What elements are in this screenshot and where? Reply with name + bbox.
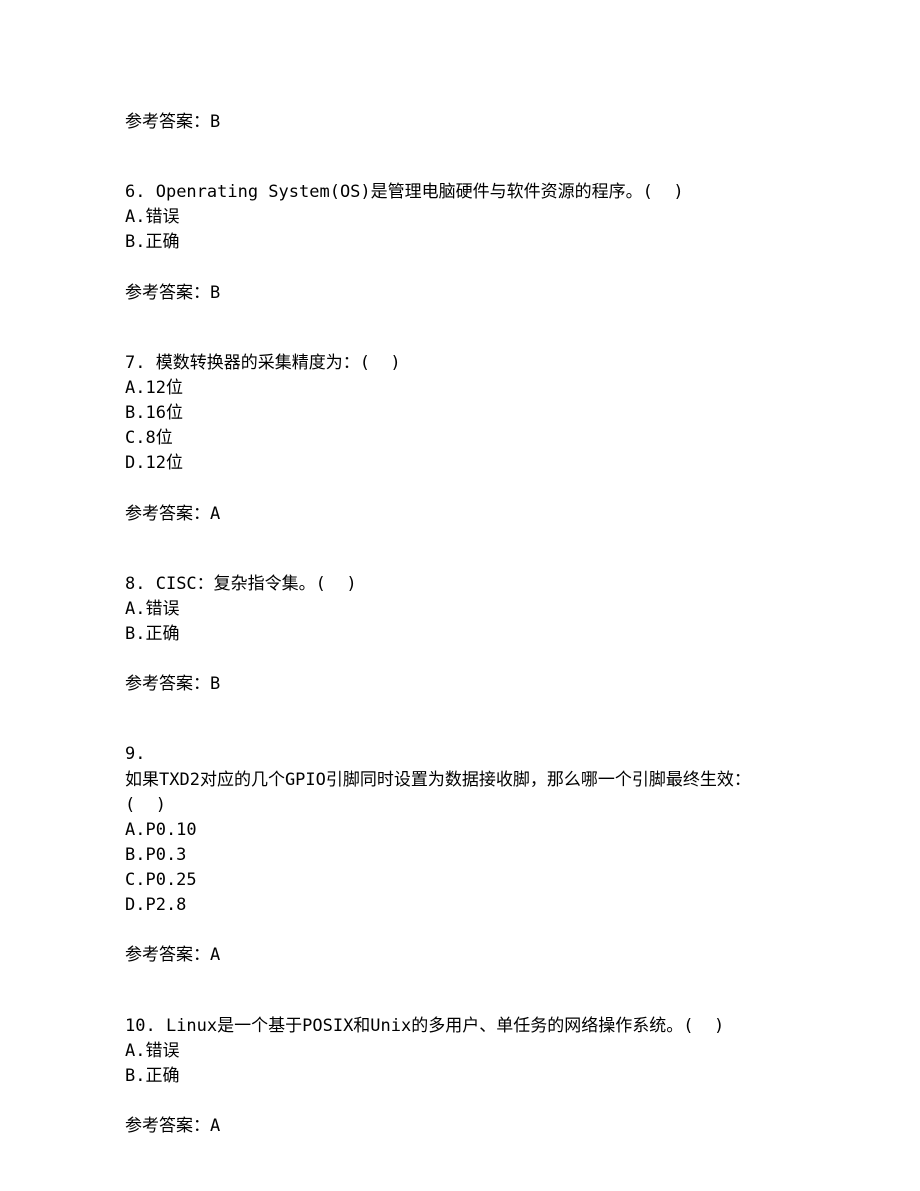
answer-value: A [210, 504, 220, 524]
option-a: A.12位 [125, 376, 795, 401]
option-b: B.正确 [125, 622, 795, 647]
option-a: A.错误 [125, 597, 795, 622]
answer-label: 参考答案： [125, 1116, 210, 1136]
answer-value: B [210, 112, 220, 132]
question-text: 7. 模数转换器的采集精度为：( ) [125, 351, 795, 376]
top-answer-row: 参考答案：B [125, 110, 795, 135]
option-c: C.8位 [125, 426, 795, 451]
answer-row-6: 参考答案：B [125, 281, 795, 306]
question-8: 8. CISC：复杂指令集。( ) A.错误 B.正确 [125, 572, 795, 647]
option-a: A.P0.10 [125, 818, 795, 843]
question-text-line-2: ( ) [125, 793, 795, 818]
question-text: 6. Openrating System(OS)是管理电脑硬件与软件资源的程序。… [125, 180, 795, 205]
answer-label: 参考答案： [125, 674, 210, 694]
question-6: 6. Openrating System(OS)是管理电脑硬件与软件资源的程序。… [125, 180, 795, 255]
question-text: 10. Linux是一个基于POSIX和Unix的多用户、单任务的网络操作系统。… [125, 1014, 795, 1039]
option-d: D.12位 [125, 451, 795, 476]
answer-label: 参考答案： [125, 945, 210, 965]
answer-row-10: 参考答案：A [125, 1114, 795, 1139]
answer-row-8: 参考答案：B [125, 672, 795, 697]
answer-row-9: 参考答案：A [125, 943, 795, 968]
answer-label: 参考答案： [125, 112, 210, 132]
question-9: 9. 如果TXD2对应的几个GPIO引脚同时设置为数据接收脚，那么哪一个引脚最终… [125, 742, 795, 918]
option-b: B.正确 [125, 230, 795, 255]
option-a: A.错误 [125, 1039, 795, 1064]
option-d: D.P2.8 [125, 893, 795, 918]
answer-value: B [210, 674, 220, 694]
question-text-line-1: 如果TXD2对应的几个GPIO引脚同时设置为数据接收脚，那么哪一个引脚最终生效： [125, 768, 795, 793]
option-c: C.P0.25 [125, 868, 795, 893]
question-number: 9. [125, 742, 795, 767]
answer-label: 参考答案： [125, 504, 210, 524]
question-10: 10. Linux是一个基于POSIX和Unix的多用户、单任务的网络操作系统。… [125, 1014, 795, 1089]
option-b: B.16位 [125, 401, 795, 426]
answer-value: A [210, 1116, 220, 1136]
option-a: A.错误 [125, 205, 795, 230]
option-b: B.P0.3 [125, 843, 795, 868]
question-7: 7. 模数转换器的采集精度为：( ) A.12位 B.16位 C.8位 D.12… [125, 351, 795, 477]
answer-row-7: 参考答案：A [125, 502, 795, 527]
answer-label: 参考答案： [125, 283, 210, 303]
question-text: 8. CISC：复杂指令集。( ) [125, 572, 795, 597]
option-b: B.正确 [125, 1064, 795, 1089]
answer-value: A [210, 945, 220, 965]
answer-value: B [210, 283, 220, 303]
